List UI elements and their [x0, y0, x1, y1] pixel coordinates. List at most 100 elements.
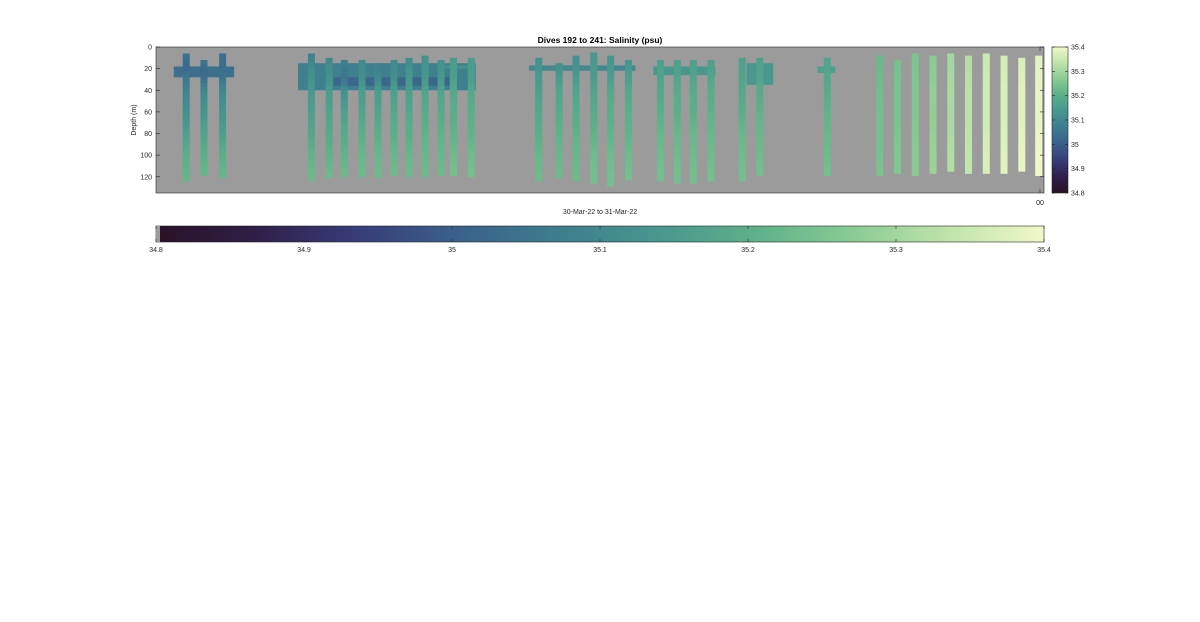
profile-cell [590, 94, 598, 100]
profile-cell [607, 78, 615, 83]
profile-cell [965, 155, 973, 161]
profile-cell [911, 98, 919, 103]
profile-cell [929, 164, 937, 170]
profile-cell [390, 86, 398, 91]
profile-cell [823, 82, 831, 87]
profile-cell [876, 124, 884, 129]
profile-cell [405, 155, 413, 160]
profile-cell [590, 167, 598, 172]
profile-cell [982, 102, 990, 107]
profile-cell [307, 98, 315, 104]
profile-cell [325, 65, 333, 71]
profile-cell [1000, 142, 1008, 148]
profile-cell [374, 142, 382, 147]
profile-cell [358, 98, 366, 104]
profile-cell [449, 124, 457, 130]
profile-cell [358, 75, 366, 80]
profile-cell [307, 133, 315, 139]
profile-cell [738, 61, 746, 67]
profile-cell [437, 167, 445, 172]
profile-cell [374, 86, 382, 91]
profile-cell [555, 155, 563, 160]
profile-cell [1035, 110, 1043, 115]
profile-cell [535, 120, 543, 126]
profile-cell [555, 168, 563, 174]
profile-cell [929, 155, 937, 161]
y-tick-label: 0 [148, 45, 152, 52]
profile-cell [738, 146, 746, 152]
profile-cell [965, 90, 973, 95]
profile-cell [929, 142, 937, 148]
profile-cell [947, 167, 955, 172]
profile-cell [689, 107, 697, 113]
profile-cell [590, 86, 598, 91]
profile-cell [876, 157, 884, 163]
profile-cell [947, 102, 955, 107]
profile-cell [405, 107, 413, 113]
profile-cell [421, 133, 429, 139]
profile-cell [965, 159, 973, 165]
profile-cell [982, 90, 990, 95]
profile-cell [449, 70, 457, 76]
profile-cell [1000, 122, 1008, 128]
profile-cell [911, 94, 919, 99]
profile-cell [340, 59, 348, 65]
profile-cell [689, 167, 697, 172]
profile-cell [1018, 78, 1026, 83]
profile-cell [982, 122, 990, 128]
profile-cell [876, 63, 884, 68]
profile-cell [624, 78, 632, 83]
profile-cell [1035, 90, 1043, 95]
profile-cell [374, 164, 382, 170]
profile-cell [555, 74, 563, 79]
profile-cell [1018, 155, 1026, 160]
profile-cell [947, 110, 955, 115]
profile-cell [572, 168, 580, 173]
profile-cell [307, 111, 315, 117]
y-tick-label: 20 [144, 66, 152, 73]
profile-cell [325, 133, 333, 139]
profile-cell [307, 172, 315, 178]
profile-cell [689, 64, 697, 70]
profile-cell [1018, 82, 1026, 87]
profile-cell [823, 133, 831, 139]
profile-cell [1035, 142, 1043, 148]
profile-cell [325, 57, 333, 63]
profile-cell [340, 83, 348, 87]
profile-cell [437, 79, 445, 84]
profile-cell [535, 146, 543, 152]
profile-cell [182, 120, 190, 126]
profile-cell [572, 86, 580, 91]
profile-cell [876, 136, 884, 141]
profile-cell [467, 98, 475, 104]
profile-cell [421, 142, 429, 147]
profile-cell [947, 106, 955, 111]
profile-cell [929, 72, 937, 78]
profile-cell [374, 103, 382, 108]
profile-cell [390, 67, 398, 72]
profile-cell [555, 150, 563, 156]
profile-cell [707, 107, 715, 113]
profile-cell [535, 86, 543, 91]
profile-cell [673, 159, 681, 164]
profile-cell [893, 85, 901, 91]
profile-cell [572, 107, 580, 113]
profile-cell [607, 142, 615, 147]
profile-cell [689, 103, 697, 108]
profile-cell [405, 94, 413, 100]
profile-cell [572, 74, 580, 79]
profile-cell [449, 133, 457, 139]
profile-cell [756, 142, 764, 147]
profile-cell [325, 168, 333, 174]
profile-cell [200, 167, 208, 172]
profile-cell [590, 124, 598, 130]
profile-cell [421, 79, 429, 84]
profile-cell [590, 69, 598, 75]
profile-cell [307, 146, 315, 152]
profile-cell [1000, 81, 1008, 87]
profile-cell [1018, 61, 1026, 67]
profile-cell [876, 91, 884, 96]
profile-cell [200, 159, 208, 164]
profile-cell [756, 124, 764, 130]
profile-cell [590, 56, 598, 62]
